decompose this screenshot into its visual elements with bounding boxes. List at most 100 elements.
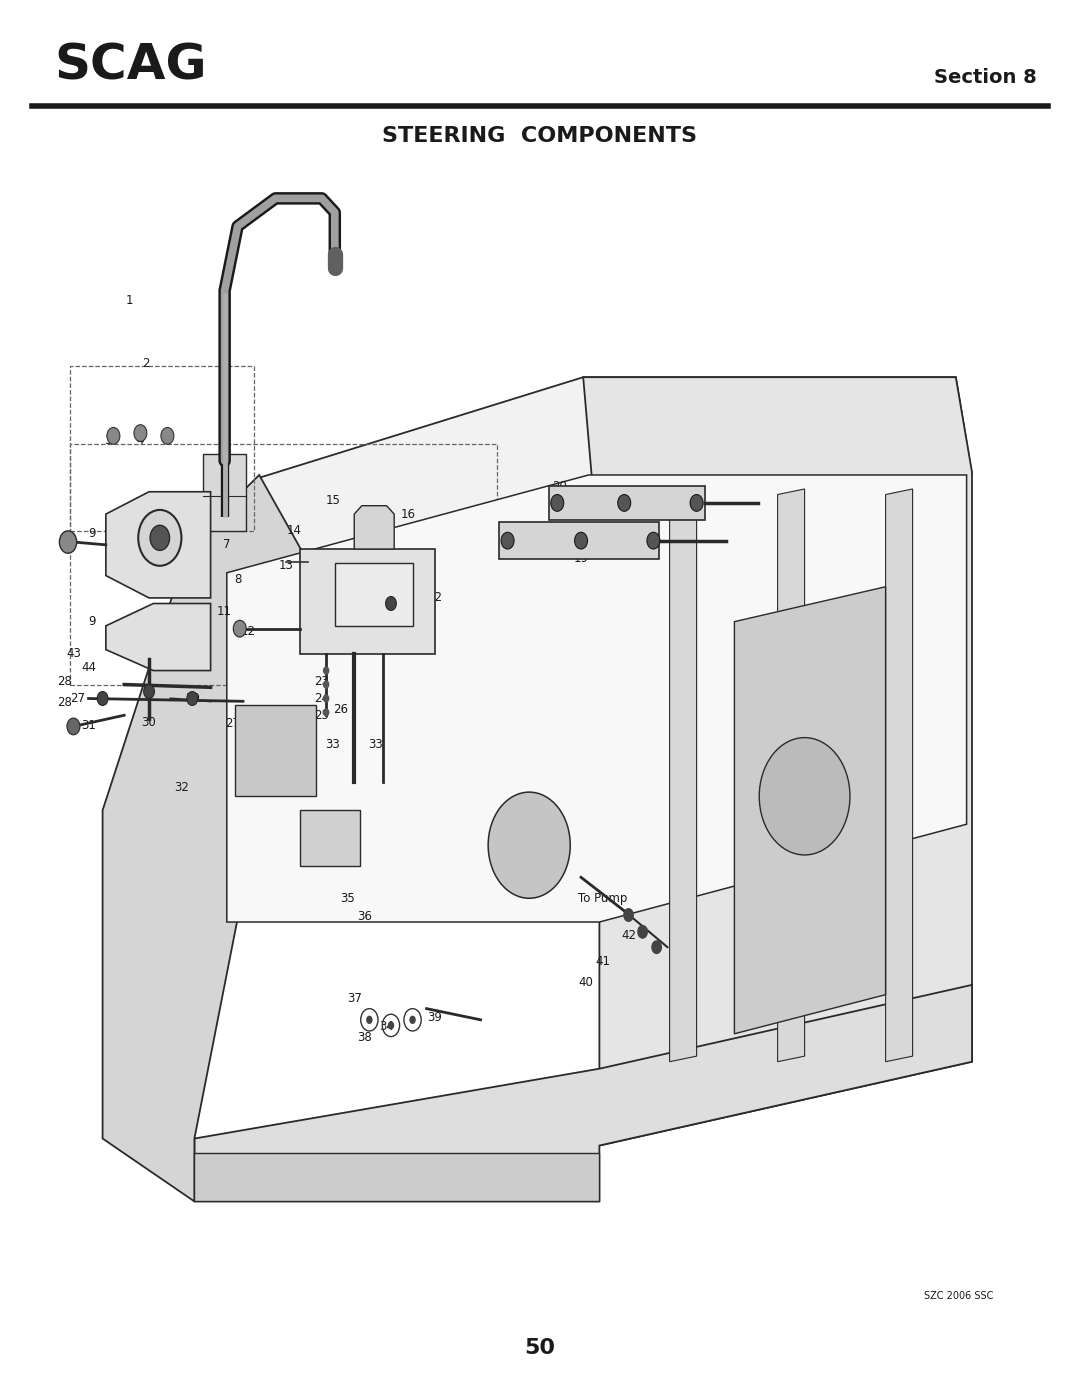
Text: 15: 15: [325, 493, 340, 507]
Polygon shape: [106, 604, 211, 671]
Circle shape: [651, 940, 662, 954]
Text: 42: 42: [621, 929, 636, 943]
Circle shape: [388, 1021, 394, 1030]
Text: 26: 26: [333, 703, 348, 717]
Text: 19: 19: [573, 552, 589, 566]
Polygon shape: [106, 492, 211, 598]
Text: 1: 1: [126, 293, 133, 307]
Polygon shape: [194, 1153, 599, 1201]
Text: 11: 11: [217, 605, 232, 619]
Polygon shape: [734, 587, 886, 1034]
Text: 27: 27: [70, 692, 85, 705]
Text: 12: 12: [241, 624, 256, 638]
Circle shape: [409, 1016, 416, 1024]
FancyBboxPatch shape: [300, 549, 435, 654]
Circle shape: [67, 718, 80, 735]
Text: 24: 24: [314, 692, 329, 705]
Circle shape: [366, 1016, 373, 1024]
Circle shape: [134, 425, 147, 441]
Text: 17: 17: [368, 566, 383, 580]
Circle shape: [144, 685, 154, 698]
Text: 32: 32: [174, 781, 189, 795]
Circle shape: [323, 666, 329, 675]
Text: 25: 25: [314, 708, 329, 722]
Text: 38: 38: [357, 1031, 373, 1045]
Circle shape: [150, 525, 170, 550]
Text: 20: 20: [552, 479, 567, 493]
Circle shape: [488, 792, 570, 898]
Text: 2: 2: [143, 356, 149, 370]
FancyBboxPatch shape: [300, 810, 360, 866]
Circle shape: [501, 532, 514, 549]
Circle shape: [759, 738, 850, 855]
Polygon shape: [670, 489, 697, 1062]
Text: 7: 7: [224, 538, 230, 552]
Polygon shape: [583, 377, 972, 1146]
Text: 44: 44: [81, 661, 96, 675]
Text: 35: 35: [340, 891, 355, 905]
Text: 23: 23: [314, 675, 329, 689]
Text: 36: 36: [357, 909, 373, 923]
Polygon shape: [194, 985, 972, 1201]
Text: 4: 4: [137, 433, 144, 447]
Text: 45: 45: [152, 524, 167, 538]
Text: 28: 28: [57, 675, 72, 689]
FancyBboxPatch shape: [235, 705, 316, 796]
Text: 9: 9: [89, 615, 95, 629]
Circle shape: [59, 531, 77, 553]
Text: 9: 9: [89, 527, 95, 541]
Text: 37: 37: [347, 992, 362, 1006]
Text: 33: 33: [325, 738, 340, 752]
Circle shape: [386, 597, 396, 610]
Text: Section 8: Section 8: [934, 67, 1037, 87]
Text: 21: 21: [390, 591, 405, 605]
Circle shape: [623, 908, 634, 922]
Text: 3: 3: [105, 433, 111, 447]
Polygon shape: [227, 475, 967, 922]
Circle shape: [323, 694, 329, 703]
Text: 43: 43: [66, 647, 81, 661]
Text: 5: 5: [164, 433, 171, 447]
Polygon shape: [354, 506, 394, 549]
Text: 34: 34: [379, 1020, 394, 1034]
Text: 28: 28: [57, 696, 72, 710]
Text: SCAG: SCAG: [54, 42, 206, 89]
Text: STEERING  COMPONENTS: STEERING COMPONENTS: [382, 126, 698, 145]
Circle shape: [690, 495, 703, 511]
Text: 10: 10: [152, 615, 167, 629]
Circle shape: [233, 620, 246, 637]
Text: SZC 2006 SSC: SZC 2006 SSC: [924, 1291, 994, 1302]
Polygon shape: [103, 475, 308, 1201]
Circle shape: [647, 532, 660, 549]
Text: 31: 31: [81, 718, 96, 732]
Text: 41: 41: [595, 954, 610, 968]
Circle shape: [575, 532, 588, 549]
Text: 30: 30: [141, 715, 157, 729]
Text: 8: 8: [234, 573, 241, 587]
Text: 16: 16: [401, 507, 416, 521]
Text: 50: 50: [525, 1338, 555, 1358]
Polygon shape: [886, 489, 913, 1062]
Circle shape: [323, 708, 329, 717]
Text: 29: 29: [185, 692, 200, 705]
Circle shape: [618, 495, 631, 511]
Text: 14: 14: [286, 524, 301, 538]
Text: 20: 20: [621, 528, 636, 542]
Circle shape: [551, 495, 564, 511]
Text: 6: 6: [224, 517, 230, 531]
FancyBboxPatch shape: [335, 563, 413, 626]
Text: To Pump: To Pump: [578, 891, 627, 905]
Circle shape: [161, 427, 174, 444]
Text: 22: 22: [427, 591, 442, 605]
Text: 33: 33: [368, 738, 383, 752]
FancyBboxPatch shape: [499, 522, 659, 559]
Circle shape: [187, 692, 198, 705]
Polygon shape: [259, 377, 972, 566]
FancyBboxPatch shape: [203, 454, 246, 531]
Text: 18: 18: [519, 542, 535, 556]
Circle shape: [107, 427, 120, 444]
Circle shape: [138, 510, 181, 566]
Circle shape: [97, 692, 108, 705]
Text: 40: 40: [578, 975, 593, 989]
Text: 39: 39: [427, 1010, 442, 1024]
